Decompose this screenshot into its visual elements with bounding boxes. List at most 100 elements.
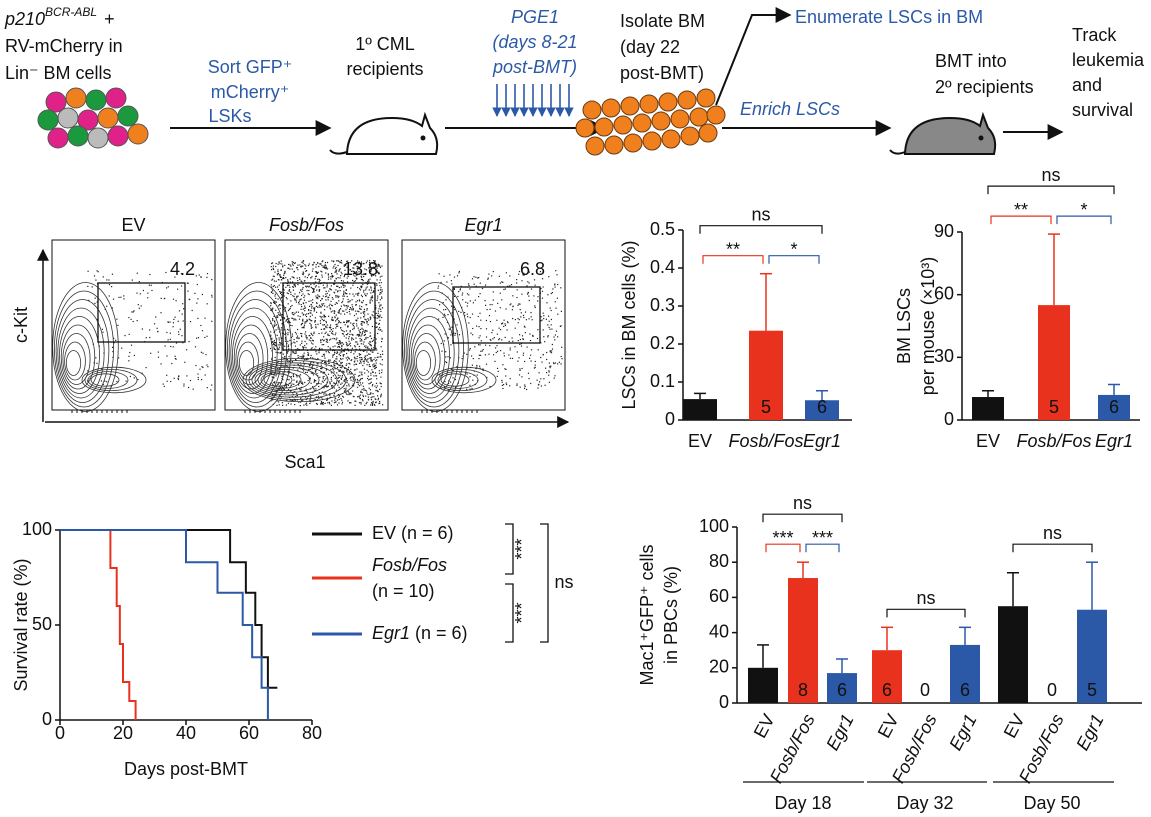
event-dot <box>374 357 376 359</box>
event-dot <box>87 285 89 287</box>
event-dot <box>327 385 329 387</box>
event-dot <box>337 325 339 327</box>
event-dot <box>363 275 365 278</box>
event-dot <box>532 334 534 337</box>
event-dot <box>323 316 325 318</box>
event-dot <box>337 366 339 369</box>
event-dot <box>315 396 317 398</box>
event-dot <box>329 359 331 361</box>
event-dot <box>366 322 368 324</box>
event-dot <box>325 293 327 295</box>
event-dot <box>287 281 289 283</box>
event-dot <box>491 304 493 306</box>
event-dot <box>351 299 353 301</box>
event-dot <box>349 261 351 264</box>
event-dot <box>301 312 303 314</box>
event-dot <box>541 297 544 299</box>
event-dot <box>272 319 274 322</box>
event-dot <box>361 274 363 276</box>
event-dot <box>88 299 90 301</box>
event-dot <box>310 361 312 363</box>
event-dot <box>283 365 285 367</box>
event-dot <box>320 401 323 403</box>
event-dot <box>320 361 322 363</box>
event-dot <box>343 354 345 356</box>
event-dot <box>375 401 377 403</box>
event-dot <box>335 314 337 316</box>
event-dot <box>338 380 340 382</box>
event-dot <box>347 394 349 396</box>
event-dot <box>301 273 304 275</box>
event-dot <box>462 292 464 294</box>
event-dot <box>287 350 289 353</box>
event-dot <box>309 394 311 396</box>
y-tick-label: 100 <box>22 519 52 539</box>
event-dot <box>343 276 345 278</box>
event-dot <box>334 365 336 367</box>
event-dot <box>317 271 319 273</box>
event-dot <box>365 390 368 392</box>
event-dot <box>357 380 359 382</box>
event-dot <box>298 382 300 384</box>
event-dot <box>293 379 295 381</box>
event-dot <box>333 360 336 362</box>
event-dot <box>490 339 492 341</box>
event-dot <box>290 293 292 295</box>
event-dot <box>360 263 363 265</box>
event-dot <box>379 293 381 295</box>
event-dot <box>486 309 488 311</box>
event-dot <box>329 396 331 399</box>
event-dot <box>348 338 350 340</box>
event-dot <box>504 324 507 326</box>
event-dot <box>304 333 306 335</box>
event-dot <box>175 358 177 360</box>
event-dot <box>476 325 478 327</box>
event-dot <box>504 368 506 370</box>
x-tick-label: EV <box>874 711 903 742</box>
event-dot <box>271 341 273 343</box>
event-dot <box>289 339 291 342</box>
event-dot <box>191 309 193 312</box>
event-dot <box>366 351 368 353</box>
pge1-label: PGE1 <box>511 7 559 27</box>
event-dot <box>491 332 493 334</box>
event-dot <box>342 358 344 360</box>
survival-curve <box>60 529 278 689</box>
event-dot <box>345 387 347 389</box>
event-dot <box>360 362 362 364</box>
event-dot <box>353 280 355 283</box>
event-dot <box>299 366 301 368</box>
event-dot <box>346 266 348 268</box>
arrow <box>715 7 792 106</box>
event-dot <box>272 383 274 385</box>
event-dot <box>371 402 373 405</box>
event-dot <box>317 399 319 401</box>
event-dot <box>373 260 375 262</box>
event-dot <box>323 324 326 326</box>
event-dot <box>368 353 370 355</box>
event-dot <box>298 300 301 302</box>
track-label: Track <box>1072 25 1117 45</box>
event-dot <box>304 381 306 384</box>
event-dot <box>356 319 358 321</box>
event-dot <box>291 268 293 270</box>
event-dot <box>317 296 319 298</box>
event-dot <box>330 329 332 331</box>
event-dot <box>280 279 282 281</box>
event-dot <box>332 267 334 269</box>
event-dot <box>546 351 548 354</box>
significance-label: ** <box>1014 200 1028 220</box>
event-dot <box>376 299 378 301</box>
event-dot <box>308 363 310 365</box>
event-dot <box>275 386 277 388</box>
y-tick-label: 100 <box>699 516 729 536</box>
event-dot <box>273 315 275 317</box>
event-dot <box>369 299 371 301</box>
event-dot <box>350 373 352 375</box>
event-dot <box>311 270 314 272</box>
event-dot <box>380 393 382 395</box>
panel-title: Egr1 <box>464 215 502 235</box>
event-dot <box>356 381 358 383</box>
event-dot <box>274 293 276 295</box>
event-dot <box>489 321 492 323</box>
